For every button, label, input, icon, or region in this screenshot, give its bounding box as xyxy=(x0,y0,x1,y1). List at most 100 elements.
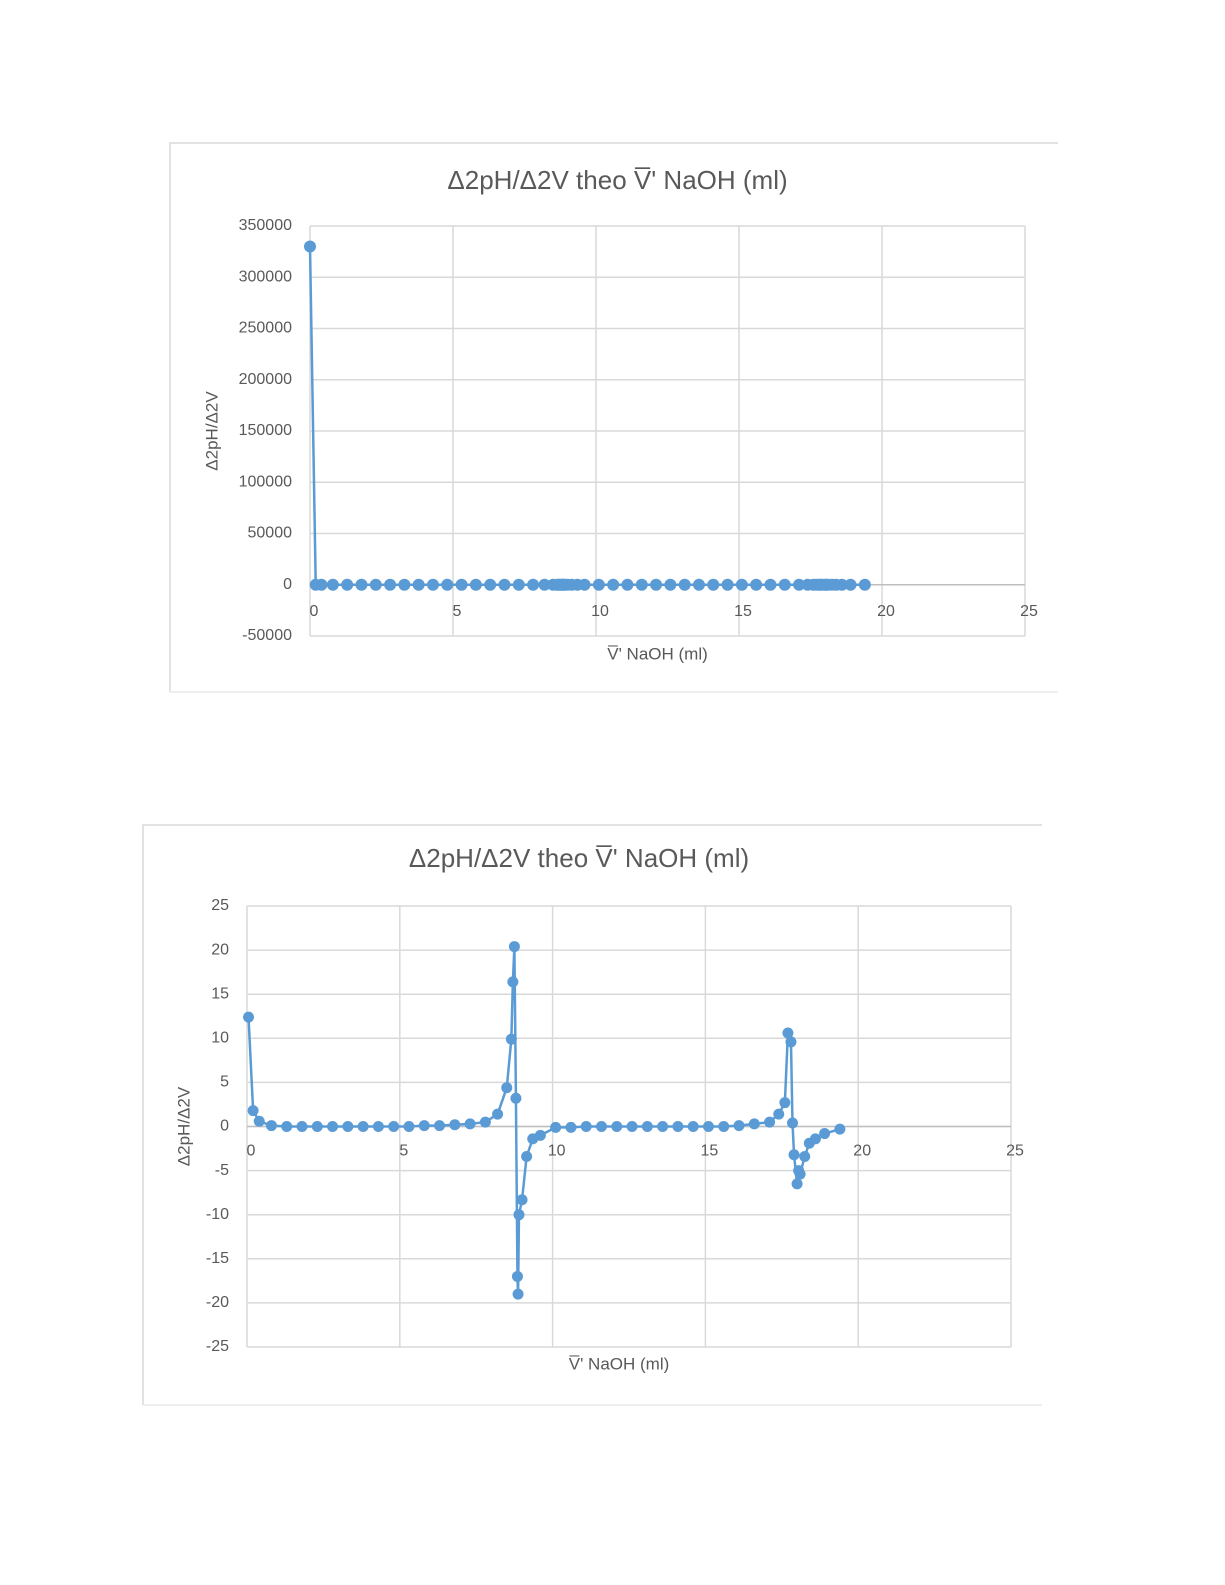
x-tick-label: 5 xyxy=(399,1143,408,1160)
x-tick-label: 15 xyxy=(734,603,752,620)
data-point xyxy=(550,1121,562,1133)
data-point xyxy=(247,1105,259,1117)
data-point xyxy=(521,1150,533,1162)
y-tick-label: 0 xyxy=(283,576,292,593)
data-point xyxy=(793,578,806,591)
data-point xyxy=(449,1119,461,1131)
x-axis-label: V̅' NaOH (ml) xyxy=(607,644,708,663)
data-point xyxy=(565,1121,577,1133)
y-tick-label: 100000 xyxy=(239,473,292,490)
data-point xyxy=(369,578,382,591)
data-point xyxy=(513,1209,525,1221)
x-tick-label: 20 xyxy=(877,603,895,620)
data-point xyxy=(702,1121,714,1132)
data-point xyxy=(786,1117,798,1129)
data-point xyxy=(779,1097,791,1109)
data-point xyxy=(403,1121,415,1132)
data-point xyxy=(621,578,634,591)
data-point xyxy=(799,1150,811,1162)
data-point xyxy=(635,578,648,591)
y-tick-label: 50000 xyxy=(248,525,293,542)
data-point xyxy=(296,1121,308,1132)
data-point xyxy=(311,1121,323,1132)
data-point xyxy=(512,578,525,591)
y-tick-label: 5 xyxy=(220,1074,229,1091)
x-tick-label: 15 xyxy=(701,1143,719,1160)
data-point xyxy=(672,1121,684,1132)
y-tick-label: 200000 xyxy=(239,371,292,388)
data-point xyxy=(687,1121,699,1132)
chart-frame xyxy=(169,142,1058,692)
data-point xyxy=(479,1116,491,1128)
data-point xyxy=(844,578,857,591)
data-point xyxy=(412,578,425,591)
chart-frame xyxy=(142,824,1042,1405)
data-point xyxy=(678,578,691,591)
y-tick-label: 25 xyxy=(211,897,229,914)
data-point xyxy=(243,1011,255,1023)
data-point xyxy=(707,578,720,591)
data-point xyxy=(773,1108,785,1120)
data-point xyxy=(834,1123,846,1135)
data-point xyxy=(809,1133,821,1145)
y-tick-label: 20 xyxy=(211,941,229,958)
data-point xyxy=(507,976,519,988)
x-tick-label: 10 xyxy=(548,1143,566,1160)
data-point xyxy=(748,1118,760,1130)
y-tick-label: -25 xyxy=(206,1338,229,1355)
data-point xyxy=(342,1121,354,1132)
y-tick-label: 350000 xyxy=(239,217,292,234)
data-point xyxy=(388,1121,400,1132)
data-point xyxy=(498,578,511,591)
y-tick-label: 0 xyxy=(220,1118,229,1135)
y-tick-label: -20 xyxy=(206,1294,229,1311)
data-point xyxy=(592,578,605,591)
data-point xyxy=(315,578,328,591)
data-point xyxy=(858,578,871,591)
data-point xyxy=(733,1120,745,1132)
data-point xyxy=(253,1115,265,1127)
y-tick-label: 10 xyxy=(211,1030,229,1047)
data-point xyxy=(510,1092,522,1104)
data-point xyxy=(764,1116,776,1128)
data-point xyxy=(735,578,748,591)
data-point xyxy=(785,1036,797,1048)
data-point xyxy=(505,1033,517,1045)
data-point xyxy=(357,1121,369,1132)
x-tick-label: 25 xyxy=(1020,603,1038,620)
data-point xyxy=(398,578,411,591)
y-tick-label: 150000 xyxy=(239,422,292,439)
y-tick-label: 250000 xyxy=(239,320,292,337)
chart: -25 -20 -15 -10 -5 0 5 10 15 20 25 0 5 10 15 20 25 Δ2pH/Δ… xyxy=(142,824,1042,1406)
data-point xyxy=(718,1121,730,1132)
data-point xyxy=(508,941,520,953)
data-point xyxy=(791,1178,803,1190)
data-point xyxy=(778,578,791,591)
data-point xyxy=(819,1128,831,1140)
data-point xyxy=(595,1121,607,1132)
y-tick-label: -15 xyxy=(206,1250,229,1267)
data-point xyxy=(355,578,368,591)
data-point xyxy=(641,1121,653,1132)
data-point xyxy=(441,578,454,591)
x-tick-label: 25 xyxy=(1006,1143,1024,1160)
y-axis-label: Δ2pH/Δ2V xyxy=(174,1086,193,1166)
data-point xyxy=(326,578,339,591)
data-point xyxy=(341,578,354,591)
data-point xyxy=(664,578,677,591)
y-tick-label: 300000 xyxy=(239,268,292,285)
data-point xyxy=(492,1108,504,1120)
x-axis-label: V̅' NaOH (ml) xyxy=(569,1354,670,1373)
y-axis-label: Δ2pH/Δ2V xyxy=(202,391,221,471)
y-tick-label: -5 xyxy=(215,1162,229,1179)
chart-title: Δ2pH/Δ2V theo V̅' NaOH (ml) xyxy=(409,843,749,873)
data-point xyxy=(607,578,620,591)
data-point xyxy=(516,1194,528,1206)
data-point xyxy=(484,578,497,591)
data-point xyxy=(782,1027,794,1039)
data-point xyxy=(426,578,439,591)
data-point xyxy=(469,578,482,591)
x-tick-label: 10 xyxy=(591,603,609,620)
data-point xyxy=(418,1120,430,1132)
data-point xyxy=(327,1121,339,1132)
